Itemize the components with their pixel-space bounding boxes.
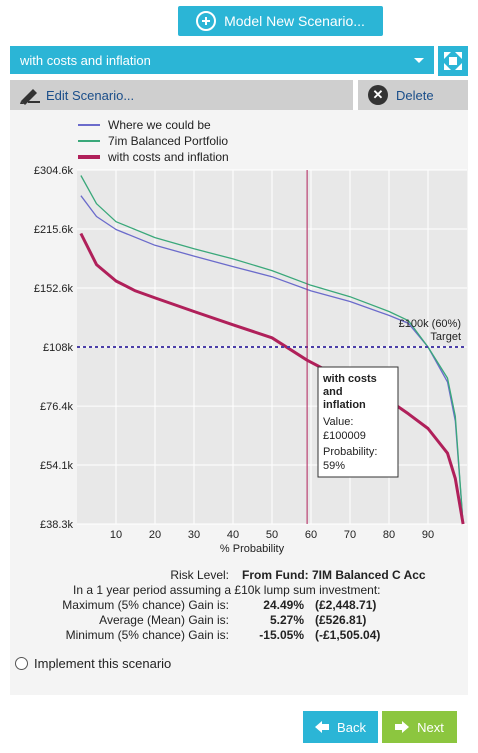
x-tick-label: 60 (305, 529, 317, 541)
x-axis-title: % Probability (220, 543, 285, 555)
tooltip-title: with costs and inflation (322, 373, 377, 411)
arrow-left-icon (315, 721, 330, 733)
chart-legend: Where we could be 7im Balanced Portfolio… (78, 117, 229, 165)
legend-swatch (78, 140, 100, 142)
legend-label: 7im Balanced Portfolio (108, 134, 229, 148)
legend-swatch (78, 124, 100, 126)
min-gain-amount: (-£1,505.04) (315, 628, 381, 642)
x-tick-label: 10 (110, 529, 122, 541)
add-circle-icon (196, 11, 217, 31)
legend-item: Where we could be (78, 117, 229, 133)
tooltip-probability-label: Probability: (323, 446, 377, 458)
next-label: Next (417, 719, 444, 735)
risk-value: From Fund: 7IM Balanced C Acc (242, 568, 426, 582)
x-tick-label: 80 (383, 529, 395, 541)
expand-button[interactable] (438, 46, 468, 76)
delete-button[interactable]: ✕ Delete (358, 80, 468, 110)
model-new-scenario-label: Model New Scenario... (224, 13, 365, 29)
x-tick-label: 20 (149, 529, 161, 541)
period-text: In a 1 year period assuming a £10k lump … (73, 583, 381, 597)
avg-gain-label: Average (Mean) Gain is: (99, 613, 229, 627)
chart-tooltip: with costs and inflation Value: £100009 Pr… (317, 366, 399, 478)
y-axis-labels: £304.6k £215.6k £152.6k £108k £76.4k £54.1k £3… (34, 165, 74, 531)
edit-scenario-button[interactable]: Edit Scenario... (10, 80, 353, 110)
y-tick-label: £152.6k (34, 283, 74, 295)
max-gain-pct: 24.49% (263, 598, 304, 612)
delete-label: Delete (396, 87, 434, 103)
x-axis-labels: 10 20 30 40 50 60 70 80 90 (110, 529, 434, 541)
target-label: £100k (60%) (399, 318, 461, 330)
legend-label: with costs and inflation (108, 150, 229, 164)
implement-radio[interactable] (15, 657, 28, 670)
back-label: Back (337, 719, 366, 735)
x-tick-label: 30 (188, 529, 200, 541)
tooltip-probability: 59% (323, 460, 345, 472)
y-tick-label: £76.4k (40, 401, 74, 413)
legend-label: Where we could be (108, 118, 211, 132)
chevron-down-icon (414, 58, 424, 63)
target-sublabel: Target (430, 331, 461, 343)
scenario-select-value: with costs and inflation (20, 52, 151, 68)
min-gain-label: Minimum (5% chance) Gain is: (65, 628, 229, 642)
tooltip-value-label: Value: (323, 416, 353, 428)
y-tick-label: £54.1k (40, 460, 74, 472)
y-tick-label: £215.6k (34, 224, 74, 236)
fullscreen-icon (444, 52, 462, 70)
x-tick-label: 90 (422, 529, 434, 541)
max-gain-amount: (£2,448.71) (315, 598, 377, 612)
edit-scenario-label: Edit Scenario... (46, 87, 135, 103)
back-button[interactable]: Back (303, 711, 378, 743)
series-line (80, 175, 464, 525)
scenario-select[interactable]: with costs and inflation (10, 46, 434, 74)
series-line (80, 195, 464, 525)
y-tick-label: £38.3k (40, 519, 74, 531)
legend-item: 7im Balanced Portfolio (78, 133, 229, 149)
risk-label: Risk Level: (170, 568, 229, 582)
next-button[interactable]: Next (382, 711, 457, 743)
arrow-right-icon (395, 721, 410, 733)
pencil-icon (20, 89, 40, 105)
avg-gain-pct: 5.27% (269, 613, 304, 627)
model-new-scenario-button[interactable]: Model New Scenario... (178, 6, 383, 36)
legend-item: with costs and inflation (78, 149, 229, 165)
x-tick-label: 50 (266, 529, 278, 541)
max-gain-label: Maximum (5% chance) Gain is: (62, 598, 229, 612)
probability-chart: £304.6k £215.6k £152.6k £108k £76.4k £54.1k £3… (34, 165, 467, 555)
tooltip-value: £100009 (323, 430, 366, 442)
implement-scenario-option[interactable]: Implement this scenario (15, 656, 171, 671)
implement-label: Implement this scenario (34, 656, 172, 671)
legend-swatch (78, 155, 100, 159)
y-tick-label: £108k (43, 342, 73, 354)
avg-gain-amount: (£526.81) (315, 613, 367, 627)
close-icon: ✕ (368, 85, 388, 105)
x-tick-label: 40 (227, 529, 239, 541)
x-tick-label: 70 (344, 529, 356, 541)
y-tick-label: £304.6k (34, 165, 74, 177)
min-gain-pct: -15.05% (259, 628, 304, 642)
